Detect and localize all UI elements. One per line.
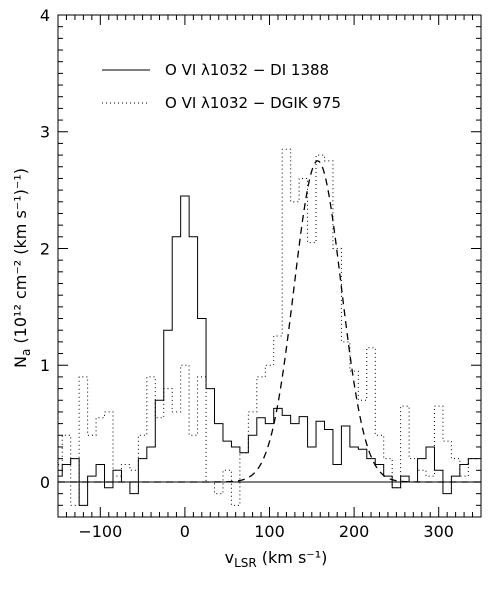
series-gaussian-fit: [58, 160, 481, 483]
x-tick-label: 200: [339, 522, 370, 541]
series-dgik-975: [58, 148, 477, 506]
y-tick-label: 3: [40, 123, 50, 142]
x-axis-label-sub: LSR: [234, 556, 257, 570]
y-axis-label-rest: (10¹² cm⁻² (km s⁻¹)⁻¹): [11, 168, 30, 349]
y-tick-label: 0: [40, 473, 50, 492]
y-tick-label: 4: [40, 6, 50, 25]
x-tick-label: 0: [180, 522, 190, 541]
legend-label-dotted: O VI λ1032 − DGIK 975: [165, 94, 341, 112]
x-axis: −100 0 100 200 300: [57, 15, 482, 541]
y-axis-label: Na (10¹² cm⁻² (km s⁻¹)⁻¹): [11, 168, 33, 368]
x-tick-label: −100: [78, 522, 122, 541]
y-axis-label-sub: a: [19, 349, 33, 356]
x-tick-label: 300: [423, 522, 454, 541]
series-di-1388: [58, 195, 477, 506]
y-axis: 0 1 2 3 4: [40, 6, 481, 518]
legend: O VI λ1032 − DI 1388 O VI λ1032 − DGIK 9…: [102, 61, 341, 112]
x-tick-label: 100: [254, 522, 285, 541]
x-axis-label: vLSR (km s⁻¹): [225, 548, 328, 570]
y-tick-label: 2: [40, 239, 50, 258]
x-axis-label-main: v: [225, 548, 234, 567]
y-axis-label-main: N: [11, 356, 30, 368]
y-tick-label: 1: [40, 356, 50, 375]
legend-label-solid: O VI λ1032 − DI 1388: [165, 61, 329, 79]
x-axis-label-rest: (km s⁻¹): [257, 548, 328, 567]
plot-area: [57, 14, 482, 518]
